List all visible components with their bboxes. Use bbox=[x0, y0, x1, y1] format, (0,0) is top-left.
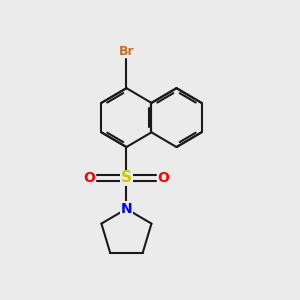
Text: S: S bbox=[121, 170, 132, 185]
Text: Br: Br bbox=[118, 45, 134, 58]
Text: N: N bbox=[121, 202, 132, 216]
Text: O: O bbox=[84, 171, 95, 185]
Text: O: O bbox=[158, 171, 169, 185]
